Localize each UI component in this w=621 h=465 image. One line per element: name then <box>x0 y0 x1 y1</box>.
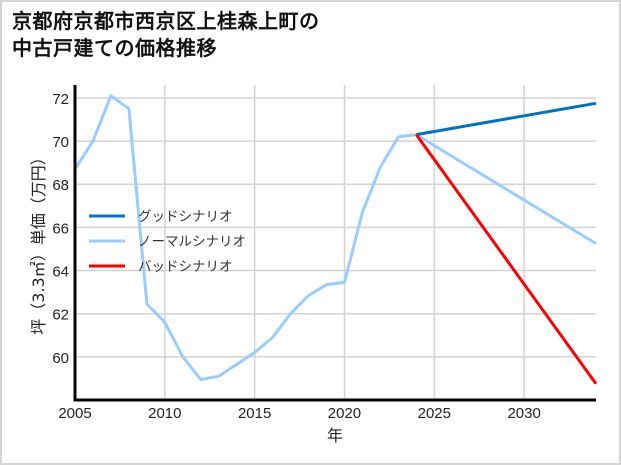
y-tick-label: 66 <box>52 220 69 237</box>
chart-title: 京都府京都市西京区上桂森上町の 中古戸建ての価格推移 <box>12 8 320 62</box>
series-line <box>416 101 597 137</box>
y-tick-label: 68 <box>52 177 69 194</box>
x-tick-label: 2010 <box>148 405 181 422</box>
legend-label: バッドシナリオ <box>138 259 233 275</box>
legend-label: ノーマルシナリオ <box>138 234 246 250</box>
series-line <box>415 133 597 245</box>
y-tick-label: 72 <box>52 91 69 108</box>
chart-title-line1: 京都府京都市西京区上桂森上町の <box>12 9 320 33</box>
y-tick-labels: 60 62 64 66 68 70 72 <box>52 91 69 367</box>
x-tick-label: 2030 <box>507 405 540 422</box>
y-tick-label: 60 <box>52 350 69 367</box>
x-tick-label: 2025 <box>418 405 451 422</box>
axes <box>73 85 596 402</box>
series-line <box>415 133 598 385</box>
y-axis-label: 坪（3.3㎡）単価（万円） <box>29 149 48 334</box>
x-tick-label: 2015 <box>238 405 271 422</box>
chart-title-line2: 中古戸建ての価格推移 <box>12 36 217 60</box>
y-tick-label: 62 <box>52 307 69 324</box>
y-tick-label: 64 <box>52 264 69 281</box>
y-tick-label: 70 <box>52 134 69 151</box>
legend-label: グッドシナリオ <box>138 209 233 225</box>
x-axis-label: 年 <box>327 426 343 445</box>
x-tick-label: 2020 <box>328 405 361 422</box>
x-tick-labels: 2005 2010 2015 2020 2025 2030 <box>58 405 541 422</box>
x-tick-label: 2005 <box>58 405 91 422</box>
data-lines <box>73 94 598 385</box>
series-line <box>73 94 417 381</box>
